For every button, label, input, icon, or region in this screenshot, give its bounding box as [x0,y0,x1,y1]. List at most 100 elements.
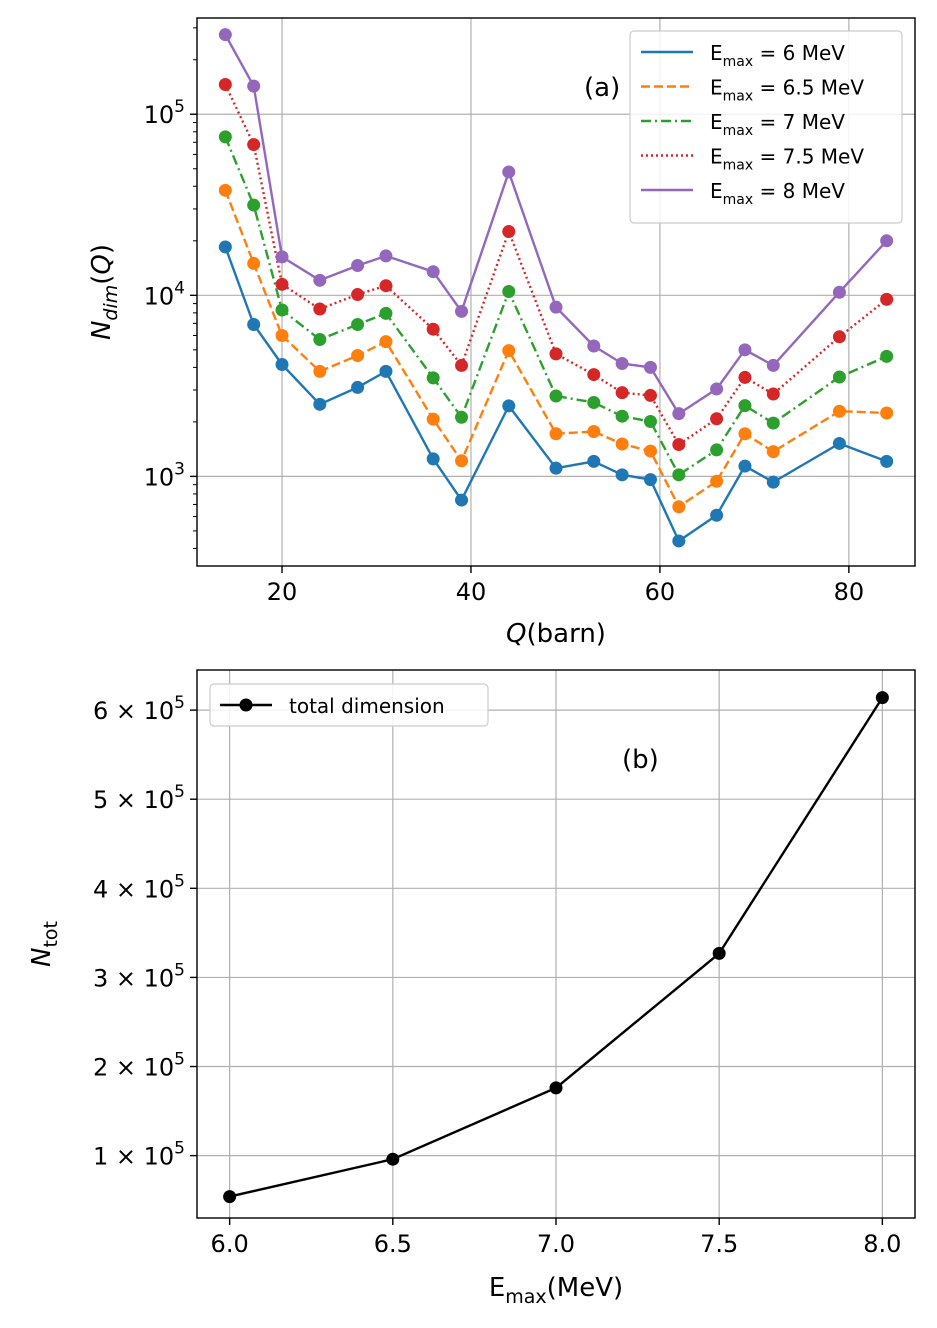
data-point-s2-17 [832,370,846,384]
data-point-s4-4 [351,259,365,273]
data-point-s4-15 [738,343,752,357]
data-point-s0-4 [351,380,365,394]
legend-label: total dimension [289,694,445,718]
data-point-3 [712,946,726,960]
legend-label-sub: max [723,54,754,70]
data-point-s1-13 [672,500,686,514]
legend-label-base: E [710,41,723,65]
y-tick-mantissa: 2 × 10 [93,1054,174,1082]
y-tick-exp: 5 [174,782,185,802]
y-tick-exp: 5 [174,1050,185,1070]
data-point-s4-17 [832,285,846,299]
data-point-s1-7 [455,454,469,468]
data-point-s0-1 [247,317,261,331]
legend-label-base: E [710,145,723,169]
data-point-s4-8 [502,165,516,179]
data-point-s0-10 [587,454,601,468]
y-tick-label-3: 4 × 105 [93,871,185,903]
data-point-s3-1 [247,138,261,152]
data-point-s4-18 [880,234,894,248]
data-point-s4-3 [313,273,327,287]
legend-label-3: Emax = 7.5 MeV [710,145,864,174]
data-point-s3-4 [351,288,365,302]
data-point-s0-6 [426,452,440,466]
plot-frame [196,669,916,1219]
x-tick-label-0: 6.0 [211,1230,249,1258]
data-point-s2-14 [710,443,724,457]
data-point-0 [223,1190,237,1204]
y-tick-mantissa: 6 × 10 [93,697,174,725]
legend-label-rest: = 6.5 MeV [753,76,864,100]
data-point-s4-7 [455,304,469,318]
data-point-s4-10 [587,339,601,353]
y-tick-mantissa: 3 × 10 [93,964,174,992]
y-tick-mantissa: 4 × 10 [93,875,174,903]
legend-box [629,30,903,224]
x-axis-label-sub: max [505,1286,546,1308]
data-point-s2-5 [379,306,393,320]
data-point-s3-8 [502,225,516,239]
data-point-s4-11 [615,357,629,371]
legend-label-base: E [710,76,723,100]
data-point-s3-9 [549,347,563,361]
data-point-s3-7 [455,358,469,372]
x-tick-label-1: 40 [456,578,487,606]
data-point-s1-16 [766,445,780,459]
data-point-s0-11 [615,468,629,482]
legend-label-rest: = 6 MeV [753,41,845,65]
y-tick-exp: 4 [174,278,185,298]
legend-label-sub: max [723,158,754,174]
y-tick-exp: 5 [174,97,185,117]
y-tick-label-1: 104 [144,278,185,310]
y-tick-exp: 5 [174,1139,185,1159]
plot-frame [196,17,916,567]
panel-label: (a) [584,73,620,103]
data-point-s2-3 [313,333,327,347]
data-point-s2-10 [587,395,601,409]
data-point-s0-2 [275,357,289,371]
data-point-s3-15 [738,370,752,384]
data-point-s3-12 [643,388,657,402]
y-tick-exp: 5 [174,871,185,891]
data-point-s4-2 [275,250,289,264]
y-axis-label-close: ) [87,244,117,254]
y-tick-base: 10 [144,101,175,129]
data-point-s4-13 [672,407,686,421]
y-tick-label-2: 105 [144,97,185,129]
y-tick-exp: 5 [174,960,185,980]
y-tick-exp: 5 [174,693,185,713]
y-tick-base: 10 [144,282,175,310]
y-tick-label-0: 1 × 105 [93,1139,185,1171]
data-point-s2-11 [615,409,629,423]
y-tick-label-0: 103 [144,459,185,491]
data-point-s1-0 [218,183,232,197]
y-tick-mantissa: 5 × 10 [93,786,174,814]
data-point-s1-4 [351,349,365,363]
x-tick-label-0: 20 [267,578,298,606]
legend-label-rest: = 7 MeV [753,110,845,134]
data-point-s1-15 [738,427,752,441]
x-axis-label: Q(barn) [506,619,606,649]
y-axis-label: Ndim(Q) [87,244,122,340]
x-tick-label-3: 7.5 [700,1230,738,1258]
data-point-s1-3 [313,364,327,378]
data-point-s0-17 [832,436,846,450]
legend-label-base: E [710,110,723,134]
data-point-s1-1 [247,256,261,270]
x-axis-label-symbol: Q [506,619,526,649]
y-tick-base: 10 [144,463,175,491]
data-point-s3-3 [313,302,327,316]
y-axis-label-sub: tot [40,921,62,948]
data-point-s3-14 [710,412,724,426]
data-point-s4-1 [247,79,261,93]
data-point-s1-10 [587,424,601,438]
data-point-s0-12 [643,473,657,487]
y-tick-exp: 3 [174,459,185,479]
data-point-s2-0 [218,130,232,144]
legend-label-base: E [710,179,723,203]
x-axis-label-rest: (MeV) [547,1273,624,1303]
data-point-s2-7 [455,410,469,424]
